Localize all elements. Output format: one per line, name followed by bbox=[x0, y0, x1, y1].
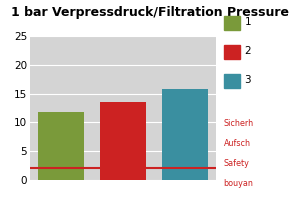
Text: 1 bar Verpressdruck/Filtration Pressure: 1 bar Verpressdruck/Filtration Pressure bbox=[11, 6, 289, 19]
Text: Sicherh: Sicherh bbox=[224, 119, 254, 128]
Bar bbox=[38, 112, 84, 180]
Text: bouyan: bouyan bbox=[224, 179, 254, 188]
Bar bbox=[162, 89, 208, 180]
Text: Safety: Safety bbox=[224, 159, 249, 168]
Text: Aufsch: Aufsch bbox=[224, 139, 250, 148]
Text: $\tau_f$ = 2: $\tau_f$ = 2 bbox=[224, 199, 249, 200]
Text: 1: 1 bbox=[244, 17, 251, 27]
Text: 3: 3 bbox=[244, 75, 251, 85]
Text: 2: 2 bbox=[244, 46, 251, 56]
Bar bbox=[100, 102, 146, 180]
